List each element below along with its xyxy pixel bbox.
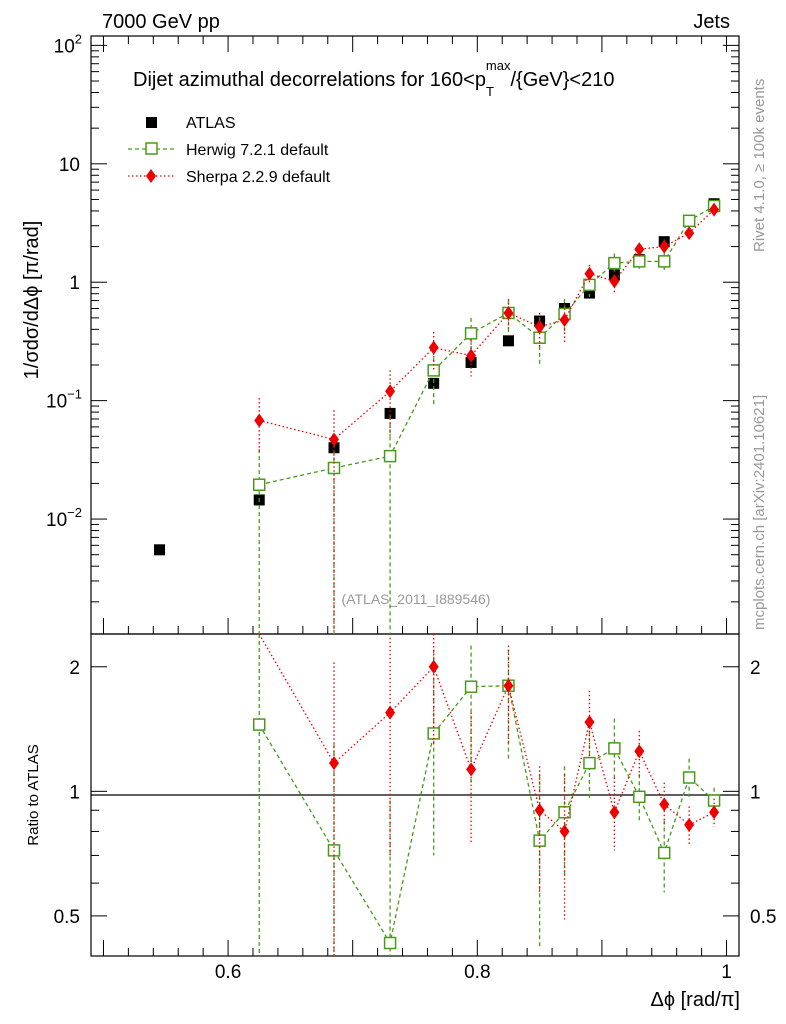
- sherpa-point: [609, 274, 620, 289]
- y-tick-label: 10−2: [46, 505, 82, 531]
- sherpa-ratio-point: [634, 744, 645, 759]
- x-tick-label: 0.8: [464, 962, 490, 983]
- sherpa-point: [684, 226, 695, 241]
- herwig-ratio-point: [583, 756, 596, 770]
- herwig-point: [383, 449, 397, 463]
- ratio-axis-title: Ratio to ATLAS: [25, 744, 42, 845]
- herwig-ratio-point: [608, 742, 621, 755]
- sherpa-ratio-point: [329, 756, 339, 771]
- ratio-tick-label: 1: [69, 782, 80, 803]
- sherpa-point: [329, 432, 339, 447]
- sherpa-point: [659, 239, 670, 254]
- sherpa-point: [503, 305, 514, 320]
- sherpa-ratio-point: [609, 805, 620, 820]
- chart-title: Dijet azimuthal decorrelations for 160<p…: [133, 58, 614, 99]
- sherpa-ratio-point: [385, 705, 396, 720]
- title-post: /{GeV}<210: [510, 69, 614, 91]
- x-tick-label: 1: [721, 962, 732, 983]
- herwig-point: [464, 327, 478, 340]
- sherpa-ratio-point: [503, 678, 514, 693]
- header-energy: 7000 GeV pp: [102, 11, 220, 33]
- atlas-point: [384, 407, 396, 419]
- sherpa-point: [385, 384, 396, 399]
- sherpa-point: [254, 413, 265, 428]
- herwig-ratio-line: [258, 685, 715, 945]
- herwig-point: [252, 478, 266, 491]
- legend-herwig-label: Herwig 7.2.1 default: [186, 142, 329, 159]
- series-layer: [154, 198, 721, 956]
- herwig-ratio-point: [427, 727, 440, 740]
- legend: ATLAS Herwig 7.2.1 default Sherpa 2.2.9 …: [128, 115, 331, 186]
- x-tick-label: 0.6: [215, 962, 241, 983]
- sherpa-ratio-point: [466, 762, 477, 777]
- x-axis-title: Δϕ [rad/π]: [651, 989, 741, 1011]
- herwig-point: [682, 214, 696, 228]
- herwig-ratio-point: [657, 846, 671, 860]
- atlas-point: [583, 287, 595, 299]
- atlas-point: [502, 335, 514, 347]
- herwig-ratio-point: [383, 936, 397, 950]
- rivet-label: Rivet 4.1.0, ≥ 100k events: [751, 79, 768, 252]
- sherpa-ratio-line: [258, 633, 715, 833]
- herwig-point: [608, 256, 621, 270]
- y-tick-label: 10: [59, 155, 80, 176]
- herwig-point: [327, 461, 341, 475]
- herwig-line: [259, 205, 715, 486]
- sherpa-line: [259, 209, 715, 441]
- sherpa-point: [634, 242, 645, 257]
- herwig-ratio-point: [464, 680, 478, 693]
- sherpa-point: [428, 340, 439, 355]
- sherpa-point: [709, 202, 720, 217]
- analysis-label: (ATLAS_2011_I889546): [342, 591, 491, 607]
- axes-layer: 0.6 0.8 1 10−2 10−1 1 10 102 0.5 0.5 1 1 2 2: [46, 31, 776, 983]
- sherpa-ratio-point: [534, 803, 545, 818]
- herwig-ratio-point: [633, 790, 646, 804]
- sherpa-ratio-point: [659, 797, 670, 812]
- ratio-tick-label-right: 2: [750, 658, 761, 679]
- mcplots-label: mcplots.cern.ch [arXiv:2401.10621]: [751, 395, 768, 630]
- sherpa-point: [466, 348, 477, 363]
- atlas-point: [428, 377, 440, 389]
- legend-atlas-marker: [146, 117, 157, 128]
- herwig-ratio-point: [533, 834, 546, 847]
- y-axis-title: 1/σdσ/dΔϕ [π/rad]: [21, 221, 43, 380]
- herwig-ratio-point: [707, 794, 721, 807]
- atlas-point: [154, 544, 166, 556]
- y-tick-label: 102: [54, 31, 82, 57]
- sherpa-ratio-point: [709, 805, 720, 820]
- legend-sherpa-marker: [146, 169, 156, 183]
- sherpa-point: [534, 319, 545, 334]
- header-jets: Jets: [693, 11, 730, 33]
- ratio-tick-label: 2: [69, 658, 80, 679]
- ratio-tick-label-right: 0.5: [750, 907, 776, 928]
- title-sup: max: [486, 58, 511, 73]
- sherpa-point: [559, 312, 570, 327]
- sherpa-point: [584, 266, 595, 281]
- sherpa-ratio-point: [584, 715, 595, 730]
- herwig-ratio-point: [252, 718, 266, 731]
- legend-sherpa-label: Sherpa 2.2.9 default: [186, 169, 331, 186]
- ratio-tick-label: 0.5: [54, 907, 80, 928]
- sherpa-ratio-point: [428, 659, 439, 674]
- sherpa-ratio-point: [559, 824, 570, 839]
- legend-atlas-label: ATLAS: [186, 115, 236, 132]
- ratio-tick-label-right: 1: [750, 782, 761, 803]
- legend-herwig-marker: [145, 142, 158, 155]
- y-tick-label: 1: [69, 273, 80, 294]
- herwig-point: [633, 255, 646, 268]
- sherpa-ratio-point: [684, 817, 695, 832]
- title-sub: T: [486, 84, 494, 99]
- atlas-point: [328, 442, 340, 454]
- title-pre: Dijet azimuthal decorrelations for 160<p: [133, 69, 486, 91]
- herwig-point: [657, 255, 671, 268]
- y-tick-label: 10−1: [46, 387, 82, 413]
- herwig-ratio-point: [682, 771, 696, 784]
